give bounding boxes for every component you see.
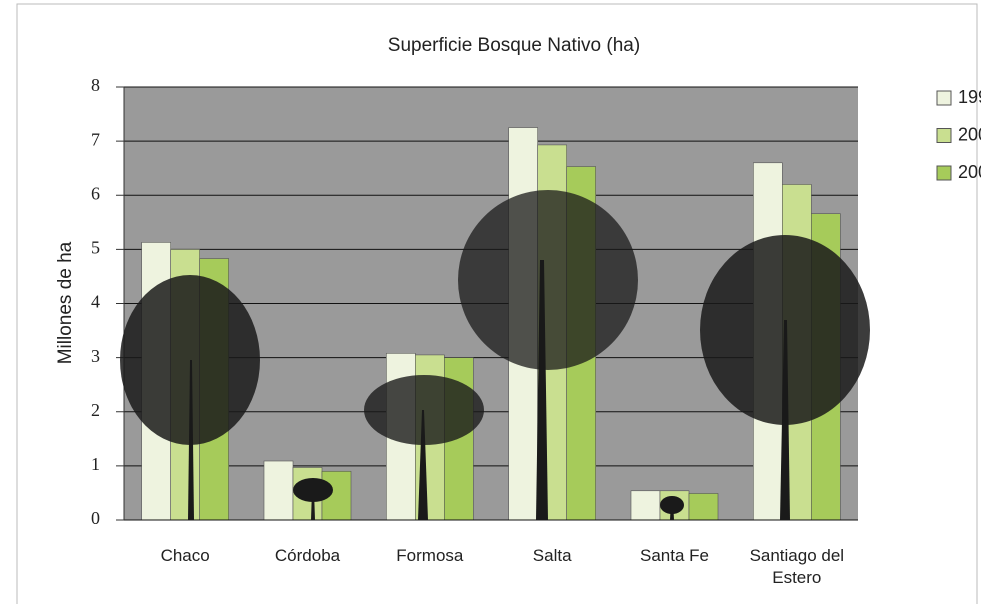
- legend-label: 1998: [958, 87, 981, 107]
- legend-label: 2002: [958, 124, 981, 144]
- bar: [322, 471, 351, 520]
- chart-page: Superficie Bosque Nativo (ha) Millones d…: [0, 0, 981, 604]
- bar: [631, 491, 660, 520]
- bar: [660, 491, 689, 520]
- bar: [509, 128, 538, 520]
- bar: [689, 493, 718, 520]
- legend-swatch: [937, 129, 951, 143]
- y-tick-label: 3: [91, 346, 100, 366]
- bar: [811, 214, 840, 520]
- bar: [171, 249, 200, 520]
- legend-swatch: [937, 91, 951, 105]
- bar: [753, 163, 782, 520]
- chart: Superficie Bosque Nativo (ha) Millones d…: [0, 0, 981, 604]
- x-tick-label: Salta: [497, 545, 607, 567]
- chart-title: Superficie Bosque Nativo (ha): [388, 35, 640, 56]
- bar: [415, 355, 444, 520]
- y-tick-label: 7: [91, 129, 100, 149]
- y-axis-label: Millones de ha: [55, 241, 76, 364]
- bar: [386, 353, 415, 520]
- x-tick-label: Chaco: [130, 545, 240, 567]
- bar: [782, 184, 811, 520]
- legend-label: 2006: [958, 162, 981, 182]
- bar: [538, 145, 567, 520]
- y-tick-label: 0: [91, 508, 100, 528]
- bar: [200, 259, 229, 520]
- y-tick-label: 8: [91, 75, 100, 95]
- bar: [567, 167, 596, 520]
- bar: [444, 358, 473, 520]
- y-tick-label: 2: [91, 400, 100, 420]
- y-tick-label: 1: [91, 454, 100, 474]
- y-tick-label: 5: [91, 238, 100, 258]
- bar: [264, 461, 293, 520]
- bar: [142, 242, 171, 520]
- x-tick-label: Formosa: [375, 545, 485, 567]
- x-tick-label: Córdoba: [253, 545, 363, 567]
- x-tick-label: Santa Fe: [620, 545, 730, 567]
- y-tick-label: 6: [91, 183, 100, 203]
- x-tick-label: Santiago del Estero: [742, 545, 852, 589]
- bar: [293, 467, 322, 520]
- legend-swatch: [937, 166, 951, 180]
- y-tick-label: 4: [91, 292, 100, 312]
